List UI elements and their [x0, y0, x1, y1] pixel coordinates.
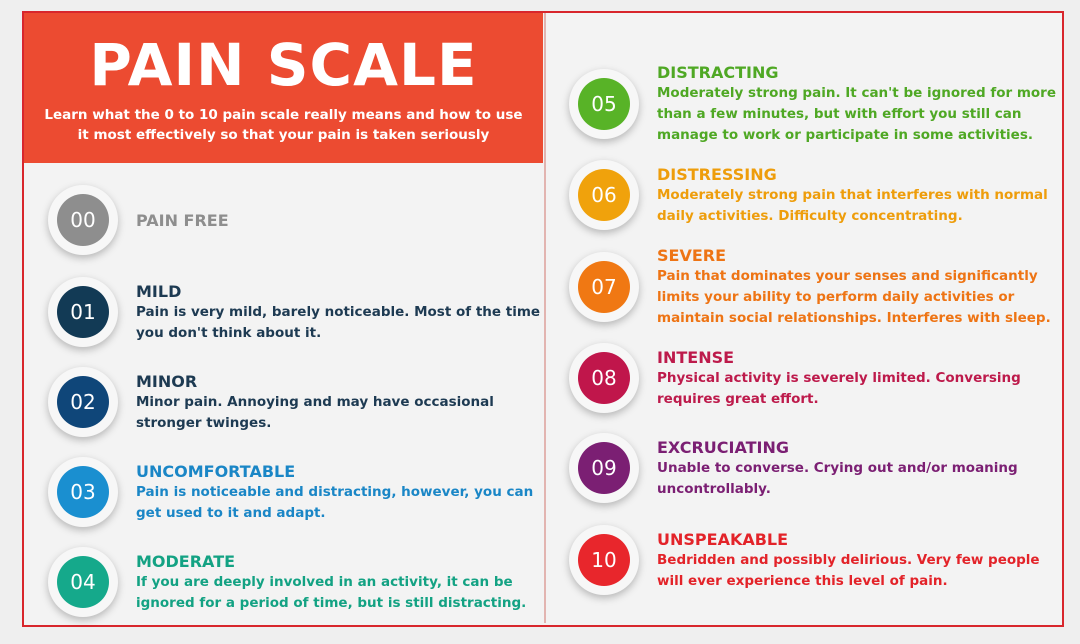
number: 10 [578, 534, 630, 586]
item-title: DISTRACTING [657, 63, 779, 82]
item-description: manage to work or participate in some ac… [657, 127, 1033, 143]
item-description: Pain is noticeable and distracting, howe… [136, 483, 534, 500]
number-badge: 07 [569, 252, 639, 322]
number: 08 [578, 352, 630, 404]
divider [544, 13, 546, 623]
subtitle: it most effectively so that your pain is… [77, 127, 490, 143]
header: PAIN SCALE Learn what the 0 to 10 pain s… [24, 13, 543, 163]
item: UNCOMFORTABLE Pain is noticeable and dist… [136, 461, 536, 524]
item-description: than a few minutes, but with effort you … [657, 106, 1022, 122]
item-title: MILD [136, 281, 182, 301]
number: 00 [57, 194, 109, 246]
number-badge: 06 [569, 160, 639, 230]
item-title: PAIN FREE [136, 210, 229, 230]
number: 04 [57, 556, 109, 608]
number-badge: 05 [569, 69, 639, 139]
item: SEVERE Pain that dominates your senses an… [657, 245, 1057, 329]
item-description: Unable to converse. Crying out and/or mo… [657, 459, 1018, 476]
number-badge: 00 [48, 185, 118, 255]
number: 06 [578, 169, 630, 221]
number-badge: 10 [569, 525, 639, 595]
number: 03 [57, 466, 109, 518]
item-description: requires great effort. [657, 390, 819, 407]
number: 09 [578, 442, 630, 494]
item: MODERATE If you are deeply involved in an… [136, 551, 536, 614]
item-title: DISTRESSING [657, 164, 777, 184]
item-title: INTENSE [657, 347, 735, 367]
item-description: Physical activity is severely limited. C… [657, 369, 1021, 386]
item-description: Bedridden and possibly delirious. Very f… [657, 551, 1040, 568]
item-description: If you are deeply involved in an activit… [136, 573, 513, 590]
item-description: you don't think about it. [136, 324, 322, 341]
item-description: stronger twinges. [136, 414, 272, 431]
item-title: MINOR [136, 371, 198, 391]
item-title: SEVERE [657, 246, 727, 265]
item: DISTRESSING Moderately strong pain that i… [657, 164, 1057, 227]
number-badge: 01 [48, 277, 118, 347]
number-badge: 03 [48, 457, 118, 527]
item-description: Moderately strong pain. It can't be igno… [657, 85, 1056, 101]
item-description: uncontrollably. [657, 480, 771, 497]
item-title: UNCOMFORTABLE [136, 461, 296, 481]
item: MINOR Minor pain. Annoying and may have o… [136, 371, 536, 434]
title: PAIN SCALE [89, 31, 478, 99]
number-badge: 04 [48, 547, 118, 617]
item: DISTRACTING Moderately strong pain. It ca… [657, 62, 1057, 146]
number: 07 [578, 261, 630, 313]
item-title: UNSPEAKABLE [657, 529, 789, 549]
item-description: ignored for a period of time, but is sti… [136, 594, 527, 611]
item: UNSPEAKABLE Bedridden and possibly deliri… [657, 529, 1057, 592]
item: MILD Pain is very mild, barely noticeable… [136, 281, 541, 344]
item-description: Moderately strong pain that interferes w… [657, 186, 1048, 203]
item-description: Minor pain. Annoying and may have occasi… [136, 393, 494, 410]
number-badge: 09 [569, 433, 639, 503]
number: 05 [578, 78, 630, 130]
item-title: EXCRUCIATING [657, 437, 789, 457]
item: EXCRUCIATING Unable to converse. Crying o… [657, 437, 1057, 500]
item-description: will ever experience this level of pain. [657, 572, 948, 589]
item-title: MODERATE [136, 551, 236, 571]
item: PAIN FREE [136, 210, 536, 231]
item-description: get used to it and adapt. [136, 504, 326, 521]
number: 01 [57, 286, 109, 338]
item-description: daily activities. Difficulty concentrati… [657, 207, 963, 224]
item: INTENSE Physical activity is severely lim… [657, 347, 1057, 410]
item-description: Pain is very mild, barely noticeable. Mo… [136, 303, 541, 320]
item-description: maintain social relationships. Interfere… [657, 310, 1051, 326]
item-description: limits your ability to perform daily act… [657, 289, 1015, 305]
number-badge: 08 [569, 343, 639, 413]
number-badge: 02 [48, 367, 118, 437]
item-description: Pain that dominates your senses and sign… [657, 268, 1038, 284]
subtitle: Learn what the 0 to 10 pain scale really… [44, 107, 523, 123]
number: 02 [57, 376, 109, 428]
